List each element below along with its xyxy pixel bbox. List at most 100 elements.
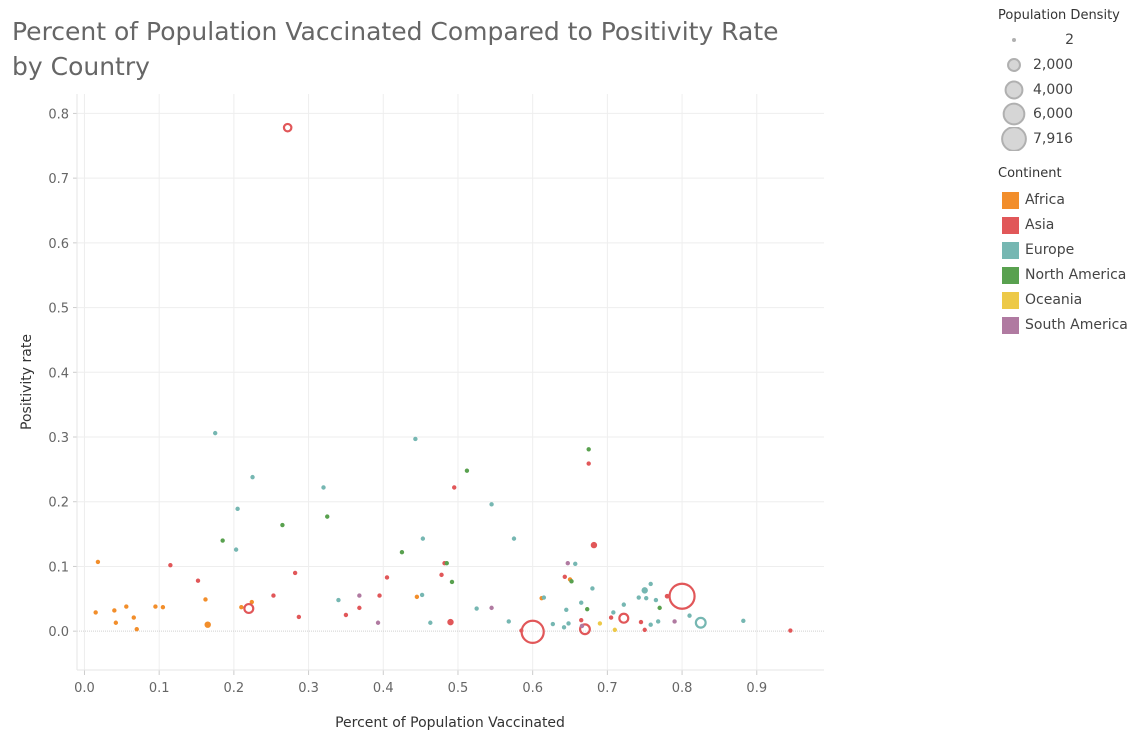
data-point[interactable] <box>95 559 101 565</box>
data-point[interactable] <box>250 474 255 480</box>
data-point[interactable] <box>447 618 454 626</box>
data-point[interactable] <box>375 620 381 625</box>
data-point[interactable] <box>439 572 444 578</box>
data-point[interactable] <box>204 621 211 628</box>
color-legend-entry[interactable]: North America <box>1000 264 1140 286</box>
data-point[interactable] <box>444 561 449 566</box>
data-point[interactable] <box>586 461 591 466</box>
data-point[interactable] <box>449 579 455 585</box>
data-point[interactable] <box>489 502 494 507</box>
data-point[interactable] <box>672 619 677 624</box>
data-point[interactable] <box>590 541 598 549</box>
data-point[interactable] <box>357 605 362 611</box>
data-point[interactable] <box>336 597 341 603</box>
data-point[interactable] <box>668 582 696 610</box>
data-point[interactable] <box>561 625 567 630</box>
data-point[interactable] <box>590 586 595 591</box>
data-point[interactable] <box>428 620 433 625</box>
data-point[interactable] <box>474 606 479 611</box>
data-point[interactable] <box>168 562 173 568</box>
color-legend-entry[interactable]: Africa <box>1000 189 1140 211</box>
data-point[interactable] <box>655 619 661 624</box>
data-point[interactable] <box>597 621 603 626</box>
data-point[interactable] <box>618 612 630 624</box>
data-point[interactable] <box>271 593 276 598</box>
data-point[interactable] <box>644 595 649 601</box>
data-point[interactable] <box>641 587 648 594</box>
data-point[interactable] <box>357 593 362 598</box>
data-point[interactable] <box>648 581 653 587</box>
data-point[interactable] <box>292 570 298 576</box>
data-point[interactable] <box>566 621 571 626</box>
data-point[interactable] <box>131 615 136 620</box>
data-point[interactable] <box>220 538 225 543</box>
data-point[interactable] <box>134 627 139 632</box>
data-point[interactable] <box>642 627 647 633</box>
data-point[interactable] <box>621 602 627 607</box>
data-point[interactable] <box>243 602 255 615</box>
data-point[interactable] <box>239 605 244 610</box>
data-point[interactable] <box>325 514 330 519</box>
color-legend-entry[interactable]: Europe <box>1000 239 1140 261</box>
data-point[interactable] <box>694 616 707 629</box>
data-point[interactable] <box>203 597 208 602</box>
data-point[interactable] <box>506 619 511 624</box>
color-legend-entry[interactable]: Oceania <box>1000 289 1140 311</box>
data-point[interactable] <box>636 595 641 600</box>
data-point[interactable] <box>511 536 517 541</box>
data-point[interactable] <box>608 615 614 620</box>
data-point[interactable] <box>233 547 239 552</box>
data-point[interactable] <box>124 604 129 609</box>
data-point[interactable] <box>687 613 692 618</box>
data-point[interactable] <box>343 612 349 618</box>
color-legend-entry[interactable]: Asia <box>1000 214 1140 236</box>
data-point[interactable] <box>195 578 201 583</box>
data-point[interactable] <box>249 599 254 605</box>
data-point[interactable] <box>648 622 653 627</box>
data-point[interactable] <box>562 574 567 580</box>
data-point[interactable] <box>741 618 746 624</box>
data-point[interactable] <box>611 610 616 615</box>
data-points[interactable] <box>93 122 793 644</box>
data-point[interactable] <box>413 436 418 442</box>
data-point[interactable] <box>585 606 590 612</box>
data-point[interactable] <box>282 122 293 133</box>
data-point[interactable] <box>653 597 659 603</box>
data-point[interactable] <box>212 430 218 436</box>
data-point[interactable] <box>93 610 98 615</box>
data-point[interactable] <box>160 605 166 610</box>
data-point[interactable] <box>579 623 585 629</box>
data-point[interactable] <box>384 575 390 580</box>
data-point[interactable] <box>573 561 578 567</box>
data-point[interactable] <box>638 619 644 625</box>
data-point[interactable] <box>489 605 494 611</box>
data-point[interactable] <box>321 485 326 490</box>
data-point[interactable] <box>414 594 420 600</box>
data-point[interactable] <box>612 627 618 633</box>
data-point[interactable] <box>112 608 117 613</box>
data-point[interactable] <box>464 468 470 473</box>
data-point[interactable] <box>579 617 584 623</box>
data-point[interactable] <box>296 614 302 620</box>
data-point[interactable] <box>153 604 158 609</box>
data-point[interactable] <box>452 485 457 490</box>
data-point[interactable] <box>565 561 570 566</box>
data-point[interactable] <box>569 579 574 584</box>
data-point[interactable] <box>113 620 119 625</box>
color-legend-entry[interactable]: South America <box>1000 314 1140 336</box>
data-point[interactable] <box>280 522 285 528</box>
data-point[interactable] <box>788 628 793 633</box>
data-point[interactable] <box>579 600 584 605</box>
data-point[interactable] <box>377 593 382 598</box>
data-point[interactable] <box>520 619 545 644</box>
data-point[interactable] <box>419 592 425 598</box>
data-point[interactable] <box>564 607 569 613</box>
data-point[interactable] <box>235 506 240 512</box>
data-point[interactable] <box>399 550 405 555</box>
data-point[interactable] <box>541 595 547 600</box>
data-point[interactable] <box>586 447 591 452</box>
data-point[interactable] <box>657 605 662 611</box>
data-point[interactable] <box>550 621 556 627</box>
data-point[interactable] <box>420 536 426 541</box>
